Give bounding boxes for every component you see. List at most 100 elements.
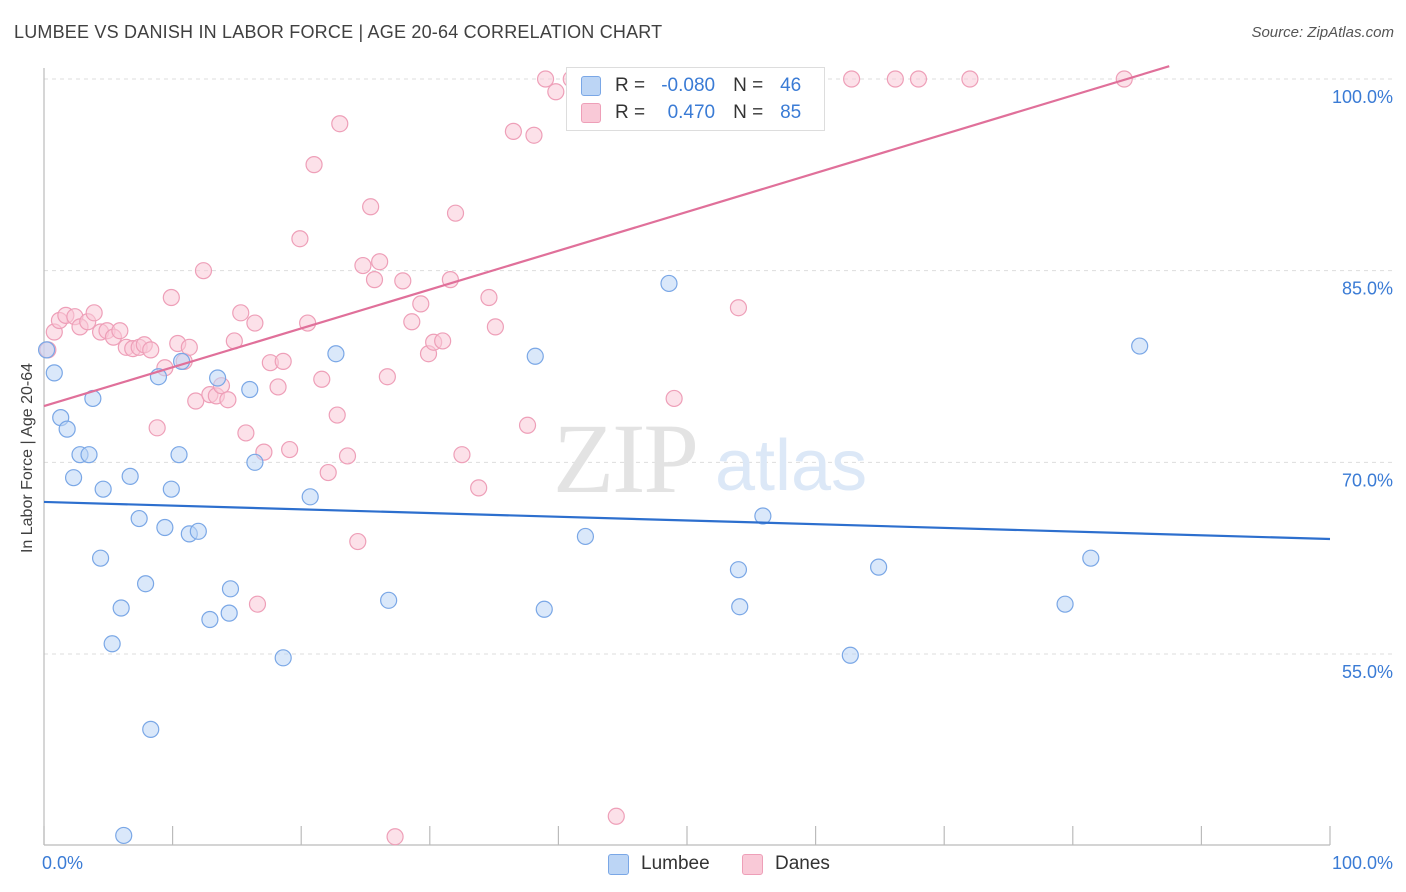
y-tick-label: 70.0% [1342, 470, 1393, 490]
danes-point [187, 392, 205, 410]
lumbee-point [91, 549, 110, 567]
legend-n-label: N = [733, 75, 764, 96]
lumbee-point [189, 522, 207, 540]
danes-point [338, 447, 357, 465]
lumbee-point [576, 527, 595, 546]
danes-point [378, 368, 396, 386]
lumbee-point [142, 720, 160, 738]
legend-n-lumbee: 46 [780, 75, 802, 96]
lumbee-point [754, 507, 772, 525]
danes-point [269, 378, 287, 396]
bottom-legend-danes: Danes [742, 852, 830, 876]
y-tick-label: 85.0% [1342, 279, 1393, 299]
lumbee-point [64, 469, 83, 487]
danes-point [470, 479, 488, 497]
danes-point [148, 419, 166, 437]
danes-point [486, 318, 504, 336]
lumbee-point [380, 591, 398, 609]
danes-point [453, 446, 471, 464]
lumbee-point [136, 575, 155, 593]
danes-point [142, 341, 160, 359]
lumbee-point [58, 420, 76, 438]
danes-series [39, 70, 1133, 846]
lumbee-point [1056, 595, 1074, 613]
danes-point [665, 389, 683, 408]
danes-point [536, 70, 555, 88]
legend-row-lumbee: R = -0.080 N = 46 [581, 74, 801, 98]
axes-layer [43, 68, 1331, 846]
legend-r-lumbee: -0.080 [661, 75, 716, 96]
lumbee-point [870, 558, 888, 576]
danes-point [219, 391, 237, 409]
danes-point [386, 828, 404, 846]
bottom-legend-swatch-danes [742, 853, 763, 875]
danes-point [328, 406, 346, 424]
danes-point [403, 313, 421, 331]
danes-point [446, 204, 465, 222]
bottom-legend-label-lumbee: Lumbee [641, 853, 710, 874]
chart-title: LUMBEE VS DANISH IN LABOR FORCE | AGE 20… [14, 22, 663, 42]
danes-point [518, 416, 537, 434]
danes-point [331, 115, 349, 133]
danes-point [480, 288, 498, 307]
x-tick-label: 100.0% [1332, 853, 1393, 873]
lumbee-point [156, 518, 174, 537]
lumbee-point [221, 580, 240, 598]
lumbee-point [731, 598, 749, 616]
lumbee-point [209, 369, 227, 387]
lumbee-point [274, 649, 292, 667]
lumbee-point [729, 561, 748, 579]
trend-layer [43, 65, 1331, 541]
lumbee-point [1082, 549, 1100, 567]
bottom-legend-swatch-lumbee [608, 853, 629, 875]
lumbee-point [121, 467, 139, 485]
y-tick-label: 100.0% [1332, 87, 1393, 107]
danes-point [180, 338, 198, 356]
danes-point [246, 314, 264, 332]
source-note: Source: ZipAtlas.com [1251, 24, 1394, 41]
lumbee-point [162, 480, 180, 498]
danes-point [886, 70, 904, 88]
lumbee-point [94, 480, 112, 498]
lumbee-point [103, 635, 121, 653]
danes-trend-line [43, 65, 1170, 408]
legend-r-label: R = [615, 102, 646, 123]
legend-swatch-danes [581, 103, 601, 123]
watermark-atlas: atlas [715, 426, 867, 506]
legend-n-danes: 85 [780, 102, 802, 123]
lumbee-point [327, 345, 345, 363]
danes-point [281, 440, 299, 459]
lumbee-point [241, 380, 259, 399]
lumbee-point [220, 604, 238, 622]
danes-point [365, 271, 384, 289]
danes-point [362, 198, 380, 216]
bottom-legend-label-danes: Danes [775, 853, 830, 874]
danes-point [194, 262, 213, 280]
danes-point [354, 256, 372, 275]
danes-point [504, 122, 522, 140]
lumbee-trend-line [43, 500, 1331, 541]
x-tick-label: 0.0% [42, 853, 83, 873]
lumbee-point [80, 446, 98, 464]
danes-point [319, 463, 337, 482]
danes-point [843, 70, 861, 88]
lumbee-point [45, 364, 63, 382]
danes-point [162, 288, 180, 307]
danes-point [274, 352, 292, 370]
correlation-legend: R = -0.080 N = 46 R = 0.470 N = 85 [566, 67, 825, 131]
lumbee-point [535, 600, 553, 618]
danes-point [85, 304, 103, 322]
danes-point [237, 424, 255, 442]
watermark: ZIP atlas [553, 403, 867, 514]
danes-point [607, 807, 625, 825]
danes-point [961, 70, 979, 88]
lumbee-point [112, 599, 130, 617]
lumbee-point [526, 347, 544, 365]
danes-point [729, 299, 748, 317]
lumbee-point [660, 274, 678, 293]
lumbee-point [1131, 337, 1149, 355]
bottom-legend-lumbee: Lumbee [608, 852, 710, 876]
watermark-zip: ZIP [553, 403, 697, 514]
danes-point [525, 126, 543, 144]
